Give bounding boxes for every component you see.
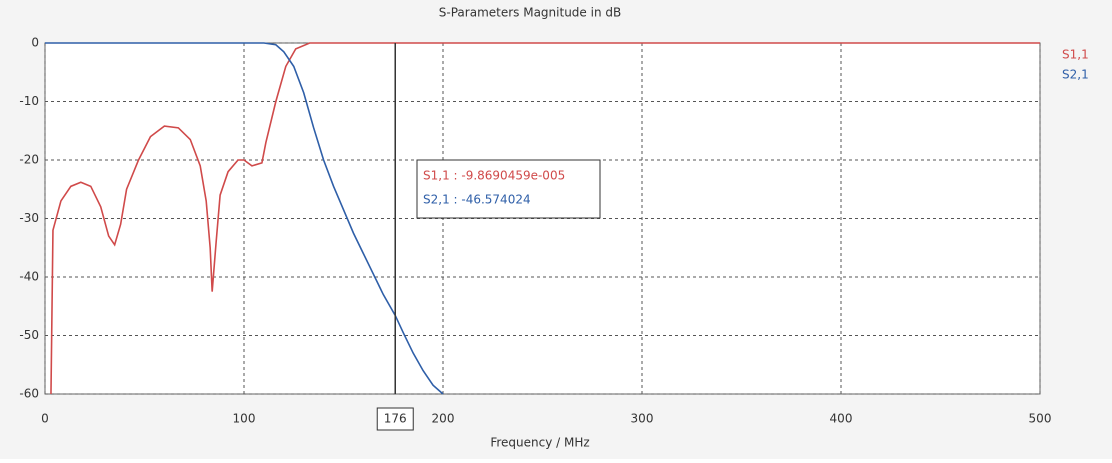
y-tick-label: -10 [19, 94, 39, 108]
y-tick-label: -40 [19, 270, 39, 284]
series-line [50, 42, 1040, 395]
annotation: S2,1 : -46.574024 [423, 193, 531, 207]
cursor-label-box [376, 407, 414, 431]
y-tick-label: -30 [19, 211, 39, 225]
x-tick-label: 500 [1029, 412, 1052, 426]
y-tick-label: -60 [19, 387, 39, 401]
x-tick-label: 0 [41, 412, 49, 426]
series-line [45, 42, 444, 395]
y-tick-label: -20 [19, 153, 39, 167]
y-tick-label: -50 [19, 328, 39, 342]
cursor-label: 176 [384, 412, 407, 426]
chart-title: S-Parameters Magnitude in dB [439, 6, 621, 20]
x-tick-label: 200 [432, 412, 455, 426]
y-tick-label: 0 [31, 36, 39, 50]
x-tick-label: 400 [830, 412, 853, 426]
x-tick-label: 100 [233, 412, 256, 426]
legend-label: S1,1 [1062, 48, 1089, 62]
x-tick-label: 300 [631, 412, 654, 426]
annotation: S1,1 : -9.8690459e-005 [423, 169, 565, 183]
x-axis-label: Frequency / MHz [490, 436, 589, 450]
annotation-box [416, 159, 601, 219]
legend-label: S2,1 [1062, 68, 1089, 82]
